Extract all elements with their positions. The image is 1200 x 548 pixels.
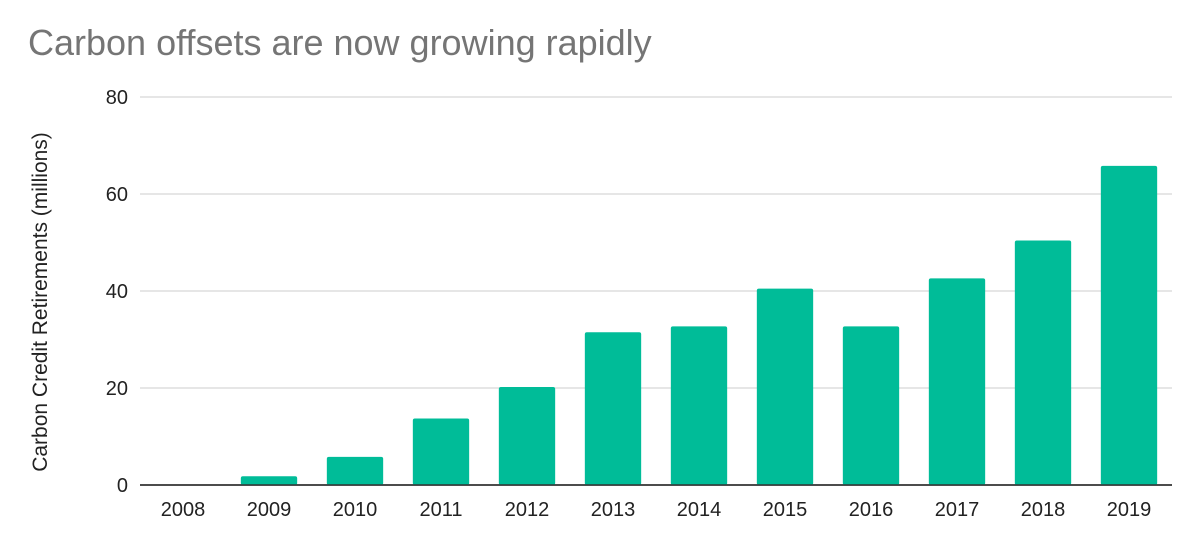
- bar-2011: [412, 418, 470, 485]
- bar-2018: [1014, 240, 1072, 485]
- bar-2013: [584, 332, 642, 485]
- bars: [140, 165, 1172, 486]
- bar-2014: [670, 326, 728, 485]
- y-axis-title: Carbon Credit Retirements (millions): [29, 132, 52, 472]
- y-tick-label: 0: [117, 475, 128, 497]
- x-tick-label: 2008: [161, 499, 206, 521]
- x-tick-label: 2012: [505, 499, 550, 521]
- y-tick-label: 80: [106, 87, 128, 109]
- x-axis: 2008 2009 2010 2011 2012 2013 2014 2015 2016 2017…: [161, 499, 1152, 521]
- x-tick-label: 2013: [591, 499, 636, 521]
- y-tick-label: 40: [106, 281, 128, 303]
- x-tick-label: 2014: [677, 499, 722, 521]
- x-tick-label: 2019: [1107, 499, 1152, 521]
- bar-2015: [756, 288, 814, 485]
- chart-title: Carbon offsets are now growing rapidly: [28, 22, 652, 63]
- x-tick-label: 2010: [333, 499, 378, 521]
- bar-2009: [240, 476, 298, 485]
- x-tick-label: 2018: [1021, 499, 1066, 521]
- x-tick-label: 2009: [247, 499, 292, 521]
- bar-2016: [842, 326, 900, 485]
- x-tick-label: 2016: [849, 499, 894, 521]
- bar-2012: [498, 387, 556, 485]
- x-tick-label: 2015: [763, 499, 808, 521]
- bar-2017: [928, 278, 986, 485]
- x-tick-label: 2017: [935, 499, 980, 521]
- y-axis: 0 20 40 60 80: [106, 87, 128, 497]
- bar-2010: [326, 456, 384, 485]
- x-tick-label: 2011: [419, 499, 462, 521]
- bar-2019: [1100, 165, 1158, 485]
- y-tick-label: 20: [106, 378, 128, 400]
- y-tick-label: 60: [106, 184, 128, 206]
